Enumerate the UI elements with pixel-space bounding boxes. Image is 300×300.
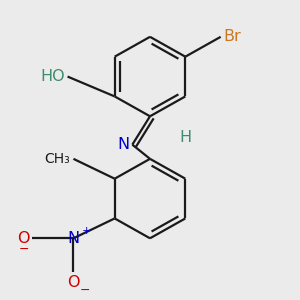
Text: O: O (67, 275, 80, 290)
Text: HO: HO (40, 69, 64, 84)
Text: N: N (68, 231, 80, 246)
Text: CH₃: CH₃ (45, 152, 70, 166)
Text: N: N (117, 137, 129, 152)
Text: −: − (80, 284, 91, 297)
Text: Br: Br (224, 29, 242, 44)
Text: O: O (17, 231, 29, 246)
Text: +: + (82, 226, 92, 236)
Text: H: H (179, 130, 192, 145)
Text: −: − (19, 243, 29, 256)
